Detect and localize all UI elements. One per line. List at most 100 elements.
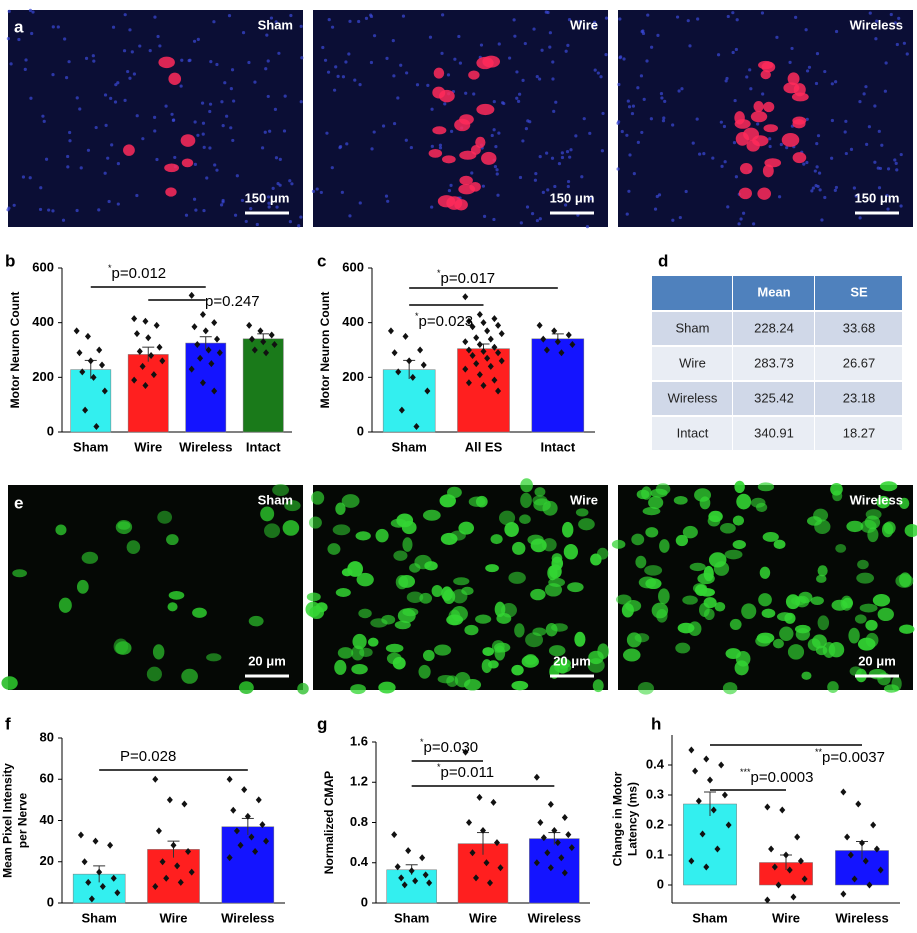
nucleus	[453, 57, 457, 61]
neuron	[746, 139, 760, 152]
table-header: Mean	[757, 284, 790, 299]
nucleus	[247, 60, 251, 65]
y-tick-label: 0	[657, 876, 664, 891]
data-point	[718, 761, 725, 769]
nucleus	[336, 74, 340, 79]
nucleus	[680, 87, 684, 91]
nucleus	[332, 88, 337, 92]
nucleus	[497, 42, 501, 46]
data-point	[202, 327, 209, 335]
nucleus	[775, 35, 779, 39]
nucleus	[885, 193, 889, 198]
table-text: 33.68	[843, 320, 876, 335]
axon	[675, 534, 689, 547]
nucleus	[231, 138, 235, 143]
axon	[422, 509, 441, 521]
table-text: 340.91	[754, 425, 794, 440]
data-point	[237, 841, 244, 849]
nucleus	[731, 11, 735, 15]
nucleus	[574, 134, 578, 138]
axon	[58, 597, 72, 613]
nucleus	[28, 176, 32, 180]
neuron	[459, 175, 473, 185]
nucleus	[123, 98, 127, 102]
y-tick-label: 0.1	[646, 846, 664, 861]
data-point	[764, 803, 771, 811]
data-point	[703, 863, 710, 871]
axon	[592, 679, 604, 693]
axon	[192, 607, 207, 618]
data-point	[568, 844, 575, 852]
axon	[557, 663, 568, 674]
data-point	[199, 379, 206, 387]
neuron	[468, 70, 480, 80]
data-point	[420, 361, 427, 369]
data-point	[493, 839, 500, 847]
data-point	[257, 327, 264, 335]
nucleus	[617, 82, 621, 87]
axon	[675, 642, 691, 654]
nucleus	[116, 162, 120, 166]
data-point	[794, 833, 801, 841]
axon	[458, 521, 475, 535]
nucleus	[640, 130, 644, 135]
nucleus	[103, 171, 107, 175]
nucleus	[315, 187, 319, 191]
nucleus	[330, 166, 334, 170]
data-point	[191, 323, 198, 331]
nucleus	[180, 58, 184, 62]
axon	[773, 539, 786, 550]
data-point	[537, 819, 544, 826]
nucleus	[278, 157, 282, 162]
axon	[337, 647, 354, 659]
neuron	[432, 126, 447, 135]
nucleus	[381, 124, 386, 128]
nucleus	[208, 102, 213, 106]
nucleus	[158, 44, 162, 48]
nucleus	[194, 208, 198, 212]
nucleus	[391, 39, 395, 43]
data-point	[402, 332, 409, 340]
data-point	[226, 775, 233, 783]
data-point	[840, 890, 847, 898]
axon	[835, 543, 847, 553]
nucleus	[369, 60, 374, 65]
nucleus	[627, 105, 632, 109]
nucleus	[535, 218, 540, 223]
data-point	[398, 406, 405, 414]
nucleus	[761, 92, 765, 96]
nucleus	[42, 119, 46, 123]
nucleus	[67, 60, 71, 64]
nucleus	[620, 129, 624, 134]
axon	[714, 602, 726, 612]
axon	[524, 653, 538, 665]
neuron	[441, 155, 456, 164]
nucleus	[886, 207, 890, 211]
axon	[773, 638, 784, 649]
nucleus	[843, 130, 847, 134]
axon	[876, 495, 891, 509]
data-point	[866, 881, 873, 889]
axon	[238, 681, 254, 694]
data-point	[96, 868, 103, 876]
data-point	[188, 365, 195, 373]
nucleus	[470, 171, 474, 175]
nucleus	[540, 48, 544, 52]
nucleus	[449, 183, 453, 187]
axon	[520, 492, 532, 508]
axon	[673, 495, 688, 505]
nucleus	[340, 190, 344, 194]
axon	[512, 541, 526, 555]
nucleus	[521, 139, 525, 143]
nucleus	[170, 112, 174, 116]
data-point	[721, 791, 728, 799]
nucleus	[68, 139, 72, 143]
x-tick-label: Sham	[73, 439, 108, 454]
nucleus	[642, 97, 646, 102]
axon	[623, 648, 641, 662]
axon	[485, 564, 499, 573]
data-point	[188, 291, 195, 299]
nucleus	[760, 11, 765, 15]
y-axis-label: Mean Pixel Intensity	[1, 763, 15, 878]
nucleus	[173, 155, 177, 160]
